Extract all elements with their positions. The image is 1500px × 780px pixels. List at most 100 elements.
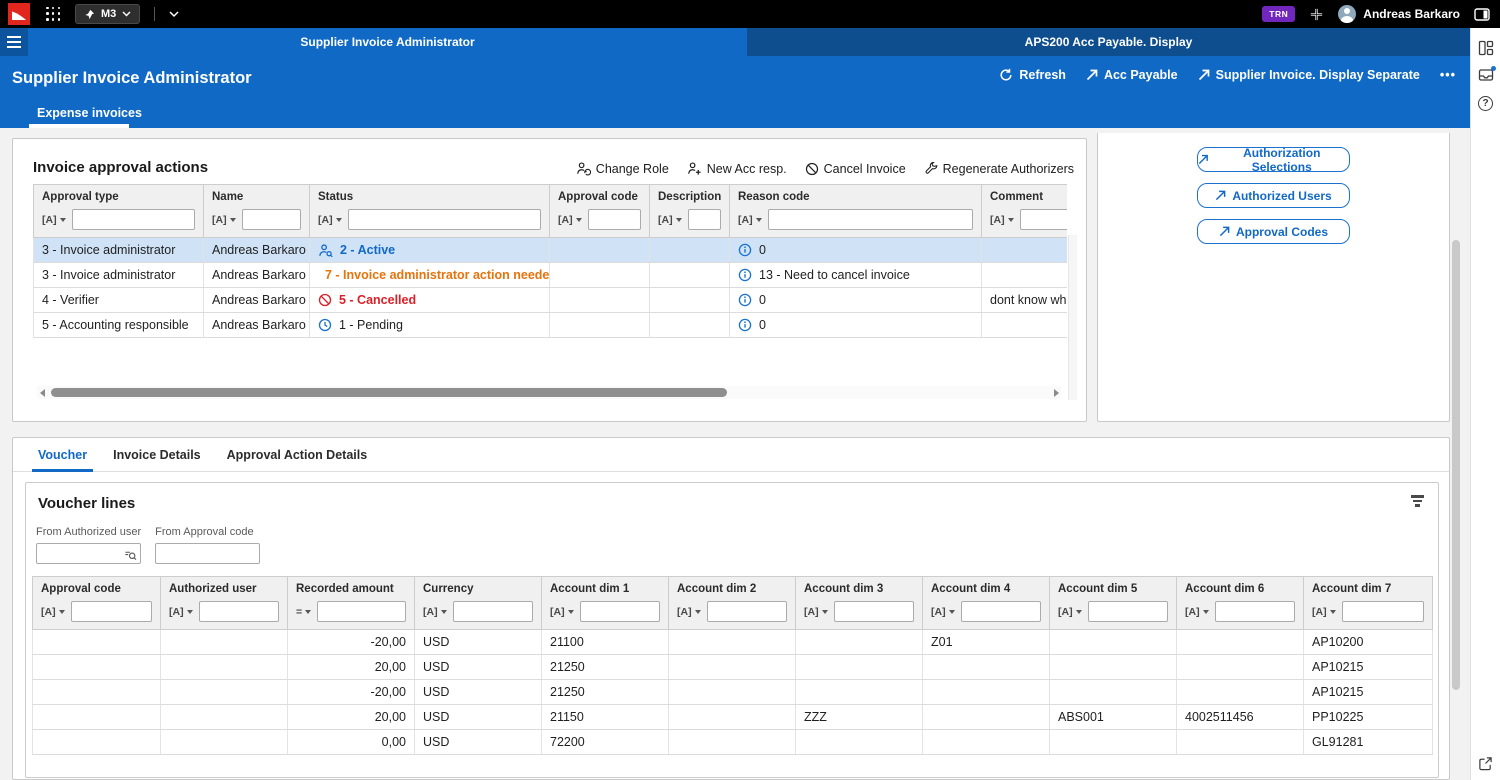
approval-code-filter-input[interactable] — [70, 601, 152, 622]
new-acc-resp-icon — [687, 162, 701, 175]
external-link-icon — [1479, 757, 1492, 771]
table-horizontal-scrollbar[interactable] — [37, 386, 1061, 399]
approval-codes-button[interactable]: Approval Codes — [1197, 219, 1350, 244]
page-scrollbar[interactable] — [1452, 128, 1460, 780]
scroll-right-arrow[interactable] — [1051, 388, 1061, 397]
app-launcher-icon[interactable] — [46, 6, 61, 22]
new-acc-resp-button[interactable]: New Acc resp. — [687, 161, 787, 176]
product-switcher-button[interactable]: M3 — [75, 4, 141, 24]
reason-code-filter-input[interactable] — [767, 209, 973, 230]
scroll-left-arrow[interactable] — [37, 388, 47, 397]
search-icon[interactable] — [124, 549, 137, 562]
plus-button[interactable] — [1309, 7, 1324, 22]
approval-type-filter-input[interactable] — [71, 209, 195, 230]
page-header: Supplier Invoice Administrator Refresh A… — [0, 56, 1470, 128]
more-actions-button[interactable]: ••• — [1440, 68, 1456, 82]
filter-op[interactable]: [A] — [658, 213, 673, 226]
sidebar-toggle-button[interactable] — [1474, 7, 1490, 21]
filter-op[interactable]: [A] — [677, 605, 692, 618]
table-row[interactable]: 3 - Invoice administrator Andreas Barkar… — [33, 237, 1067, 263]
change-role-button[interactable]: Change Role — [576, 161, 669, 176]
table-row[interactable]: 3 - Invoice administrator Andreas Barkar… — [33, 262, 1067, 288]
approval-code-filter-input[interactable] — [587, 209, 641, 230]
supplier-invoice-display-separate-link[interactable]: Supplier Invoice. Display Separate — [1198, 68, 1420, 82]
info-icon[interactable] — [738, 268, 752, 282]
account-dim-5-filter-input[interactable] — [1087, 601, 1168, 622]
tab-approval-action-details[interactable]: Approval Action Details — [227, 438, 368, 472]
inbox-button[interactable] — [1478, 66, 1496, 82]
column-authorized-user: Authorized user [A] — [160, 576, 288, 630]
user-menu-button[interactable]: Andreas Barkaro — [1338, 5, 1460, 23]
filter-op[interactable]: [A] — [1185, 605, 1200, 618]
table-row[interactable]: -20,00 USD 21100 Z01 AP10200 — [32, 629, 1433, 655]
info-icon[interactable] — [738, 318, 752, 332]
workspace-tab-supplier-invoice[interactable]: Supplier Invoice Administrator — [28, 28, 747, 56]
filter-op[interactable]: [A] — [212, 213, 227, 226]
help-button[interactable]: ? — [1478, 96, 1493, 111]
filter-op[interactable]: [A] — [558, 213, 573, 226]
refresh-button[interactable]: Refresh — [999, 68, 1066, 82]
table-vertical-scrollbar[interactable] — [1068, 235, 1077, 400]
filter-button[interactable] — [1411, 495, 1424, 507]
filter-op[interactable]: [A] — [169, 605, 184, 618]
menu-button[interactable] — [0, 28, 28, 56]
cancel-invoice-button[interactable]: Cancel Invoice — [805, 162, 906, 176]
table-row[interactable]: 0,00 USD 72200 GL91281 — [32, 729, 1433, 755]
comment-filter-input[interactable] — [1019, 209, 1067, 230]
account-dim-7-filter-input[interactable] — [1341, 601, 1424, 622]
workspace-tab-aps200[interactable]: APS200 Acc Payable. Display — [747, 28, 1470, 56]
filter-op[interactable]: [A] — [423, 605, 438, 618]
table-row[interactable]: -20,00 USD 21250 AP10215 — [32, 679, 1433, 705]
account-dim-3-filter-input[interactable] — [833, 601, 914, 622]
tab-voucher[interactable]: Voucher — [31, 438, 94, 472]
table-row[interactable]: 5 - Accounting responsible Andreas Barka… — [33, 312, 1067, 338]
external-link-button[interactable] — [1478, 756, 1493, 771]
regenerate-authorizers-button[interactable]: Regenerate Authorizers — [924, 161, 1074, 176]
reason-code-text: 13 - Need to cancel invoice — [759, 268, 910, 282]
info-icon[interactable] — [738, 293, 752, 307]
tab-invoice-details[interactable]: Invoice Details — [113, 438, 201, 472]
name-filter-input[interactable] — [241, 209, 301, 230]
filter-op[interactable]: [A] — [550, 605, 565, 618]
tab-expense-invoices[interactable]: Expense invoices — [37, 106, 142, 120]
currency-filter-input[interactable] — [452, 601, 533, 622]
filter-op[interactable]: [A] — [931, 605, 946, 618]
from-authorized-user-input[interactable] — [36, 543, 141, 564]
authorized-users-button[interactable]: Authorized Users — [1197, 183, 1350, 208]
filter-op[interactable]: [A] — [1058, 605, 1073, 618]
authorized-user-filter-input[interactable] — [198, 601, 279, 622]
filter-op[interactable]: [A] — [990, 213, 1005, 226]
regenerate-authorizers-label: Regenerate Authorizers — [942, 161, 1074, 176]
account-dim-1-filter-input[interactable] — [579, 601, 660, 622]
acc-payable-link[interactable]: Acc Payable — [1086, 68, 1178, 82]
more-icon: ••• — [1439, 68, 1456, 82]
from-approval-code-input[interactable] — [155, 543, 261, 564]
status-text: 1 - Pending — [339, 318, 403, 332]
table-row[interactable]: 4 - Verifier Andreas Barkaro 5 - Cancell… — [33, 287, 1067, 313]
account-dim-2-filter-input[interactable] — [706, 601, 787, 622]
scrollbar-thumb[interactable] — [1452, 240, 1460, 690]
status-filter-input[interactable] — [347, 209, 541, 230]
description-filter-input[interactable] — [687, 209, 721, 230]
authorization-selections-button[interactable]: Authorization Selections — [1197, 146, 1350, 174]
table-row[interactable]: 20,00 USD 21250 AP10215 — [32, 654, 1433, 680]
filter-op[interactable]: [A] — [41, 605, 56, 618]
table-row[interactable]: 20,00 USD 21150 ZZZ ABS001 4002511456 PP10225 — [32, 704, 1433, 730]
filter-op[interactable]: [A] — [42, 213, 57, 226]
filter-op-equals[interactable]: = — [296, 605, 303, 618]
filter-op[interactable]: [A] — [804, 605, 819, 618]
account-dim-4-filter-input[interactable] — [960, 601, 1041, 622]
invoice-approval-actions-panel: Invoice approval actions Change Role New… — [12, 138, 1087, 422]
filter-op[interactable]: [A] — [738, 213, 753, 226]
widgets-button[interactable] — [1478, 40, 1494, 56]
scrollbar-thumb[interactable] — [51, 388, 727, 397]
launch-icon — [1219, 226, 1230, 237]
column-recorded-amount: Recorded amount = — [287, 576, 415, 630]
recorded-amount-filter-input[interactable] — [317, 601, 406, 622]
infor-logo — [8, 3, 30, 25]
filter-op[interactable]: [A] — [318, 213, 333, 226]
account-dim-6-filter-input[interactable] — [1214, 601, 1295, 622]
filter-op[interactable]: [A] — [1312, 605, 1327, 618]
workspace-dropdown-button[interactable] — [169, 10, 179, 18]
info-icon[interactable] — [738, 243, 752, 257]
